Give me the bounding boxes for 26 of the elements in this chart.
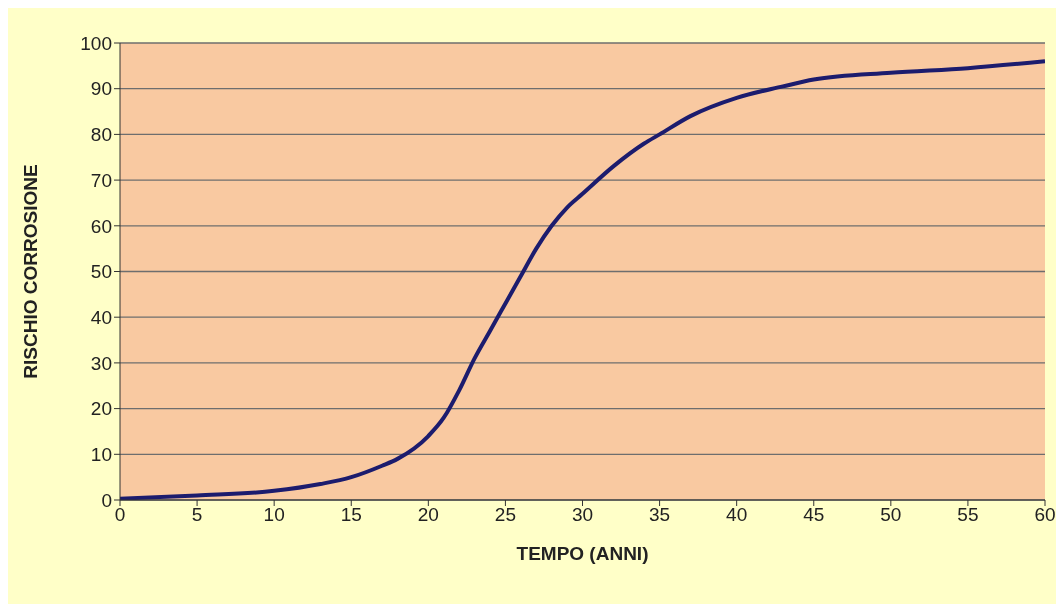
y-tick-label: 0 (101, 489, 112, 511)
y-tick-label: 80 (90, 124, 112, 146)
x-axis-title: TEMPO (ANNI) (516, 543, 649, 564)
x-tick-label: 30 (571, 504, 594, 526)
y-tick-label: 10 (90, 444, 112, 466)
y-tick-label: 20 (90, 398, 112, 420)
x-tick-label: 0 (114, 504, 126, 526)
y-tick-label: 40 (90, 306, 112, 328)
y-tick-label: 90 (90, 78, 112, 100)
x-tick-label: 10 (263, 504, 285, 526)
x-tick-label: 5 (191, 504, 203, 526)
x-tick-label: 20 (417, 504, 439, 526)
x-tick-label: 40 (726, 504, 748, 526)
y-tick-label: 30 (90, 352, 112, 374)
y-tick-label: 60 (90, 215, 112, 237)
x-tick-label: 50 (880, 504, 902, 526)
y-tick-label: 100 (80, 32, 112, 54)
x-tick-label: 25 (494, 504, 516, 526)
y-tick-label: 70 (90, 169, 112, 191)
y-tick-label: 50 (90, 261, 112, 283)
x-tick-label: 35 (649, 504, 671, 526)
x-tick-label: 55 (957, 504, 979, 526)
x-tick-label: 45 (803, 504, 825, 526)
x-tick-label: 15 (340, 504, 362, 526)
x-tick-label: 60 (1034, 504, 1056, 526)
y-axis-title: RISCHIO CORROSIONE (19, 164, 41, 379)
